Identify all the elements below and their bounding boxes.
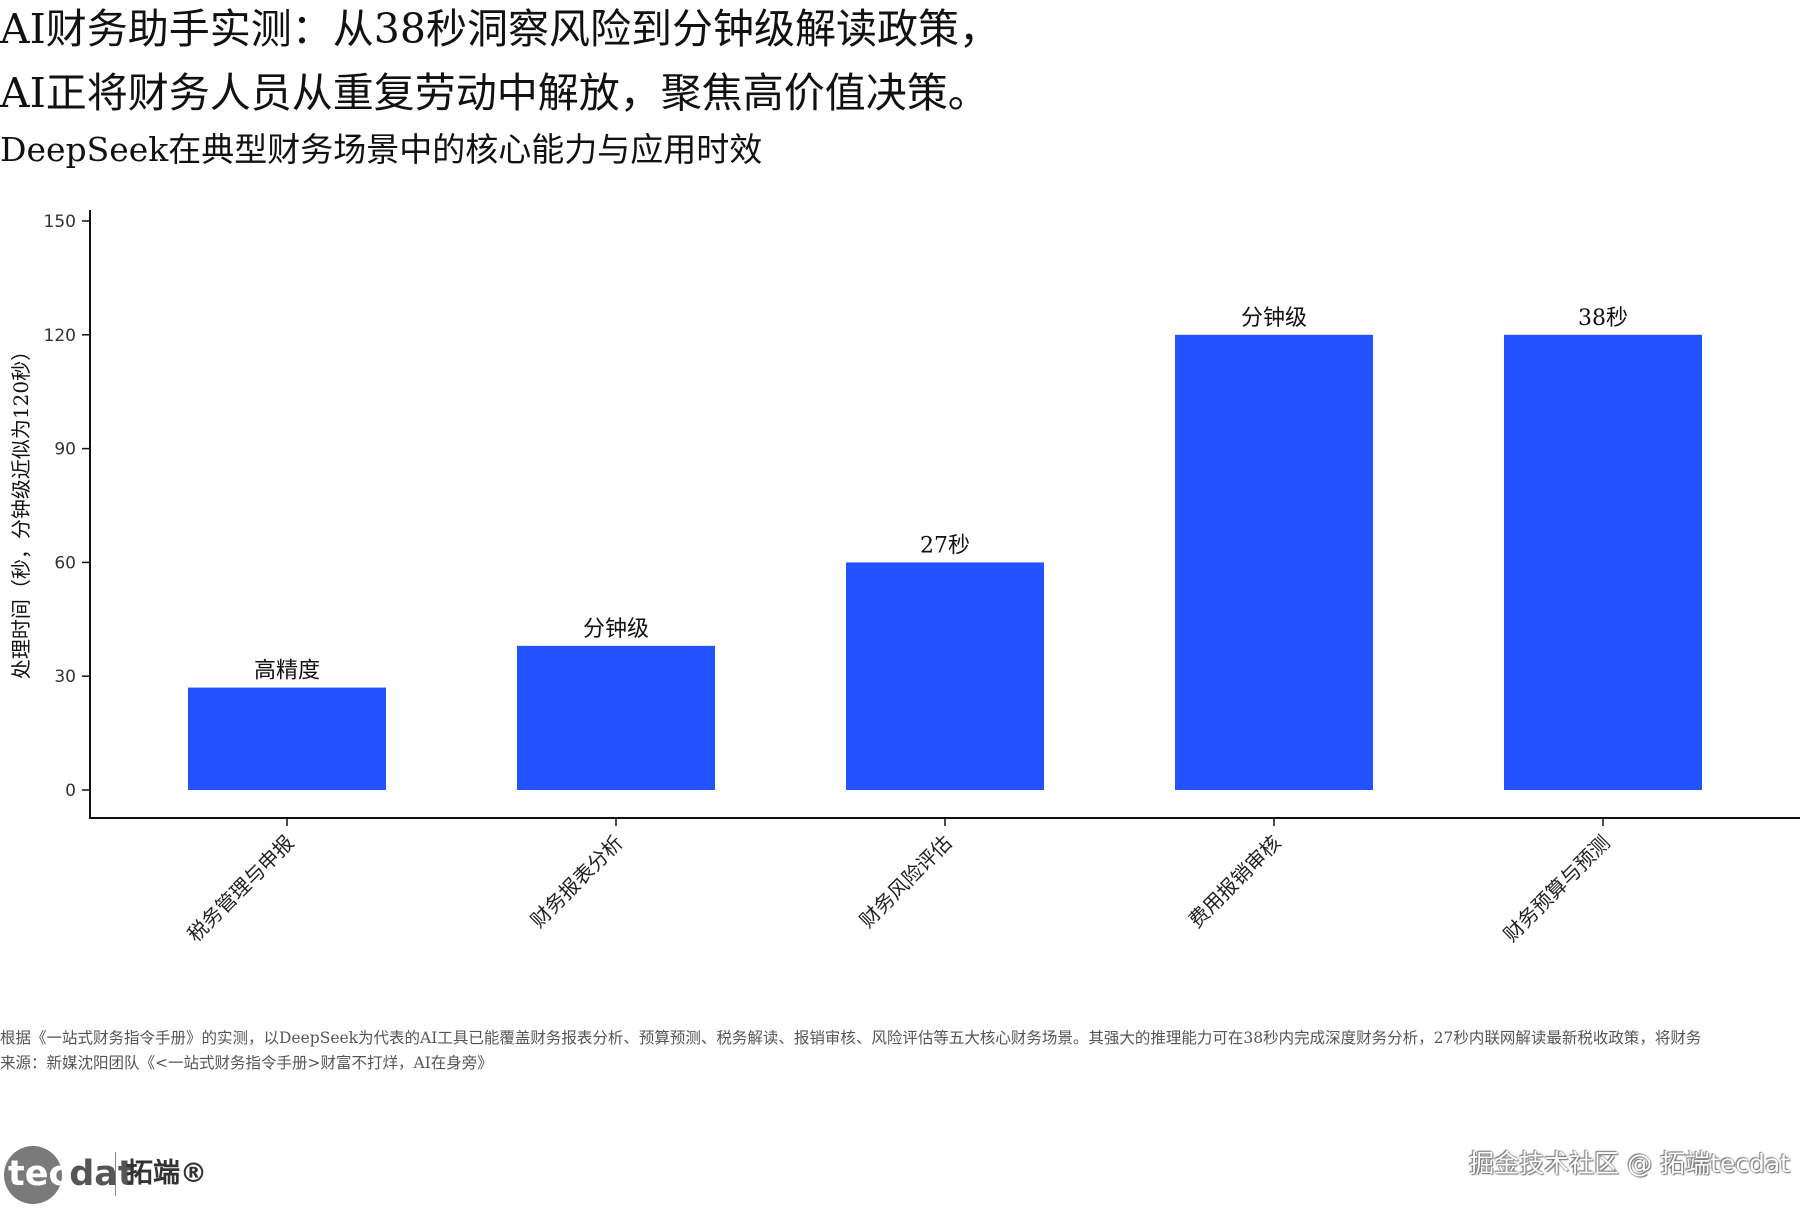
logo-chinese-name: 拓端® — [126, 1158, 207, 1189]
data-label: 分钟级 — [1241, 306, 1307, 331]
category-label: 费用报销审核 — [1184, 831, 1286, 933]
title-line-2: AI正将财务人员从重复劳动中解放，聚焦高价值决策。 — [0, 69, 989, 117]
title-line-1: AI财务助手实测：从38秒洞察风险到分钟级解读政策， — [0, 5, 1000, 53]
logo-wordmark: tecdat — [8, 1150, 135, 1198]
bar — [1504, 334, 1702, 790]
y-tick-label: 150 — [44, 212, 76, 232]
bar-chart: 0 30 60 90 120 150 处理时间（秒，分钟级近似为120秒） 高精度税务管理与申… — [9, 210, 1800, 947]
logo-tec: tec — [8, 1154, 70, 1194]
logo-divider — [115, 1152, 116, 1196]
bar — [517, 645, 715, 790]
bar — [1175, 334, 1373, 790]
category-label: 财务报表分析 — [526, 831, 628, 933]
logo-circle-icon — [4, 1146, 62, 1204]
chart-note: 根据《一站式财务指令手册》的实测，以DeepSeek为代表的AI工具已能覆盖财务… — [0, 1029, 1702, 1047]
y-axis-label: 处理时间（秒，分钟级近似为120秒） — [9, 341, 33, 679]
data-label: 高精度 — [254, 659, 320, 684]
data-label: 38秒 — [1578, 306, 1628, 331]
data-label: 分钟级 — [583, 617, 649, 642]
y-tick-label: 120 — [44, 326, 76, 346]
y-tick-label: 90 — [54, 440, 76, 460]
category-label: 税务管理与申报 — [183, 831, 299, 947]
y-tick-label: 0 — [65, 781, 76, 801]
watermark: 掘金技术社区 @ 拓端tecdat — [1469, 1149, 1790, 1178]
y-tick-label: 60 — [54, 553, 76, 573]
category-label: 财务预算与预测 — [1499, 831, 1615, 947]
chart-subtitle: DeepSeek在典型财务场景中的核心能力与应用时效 — [0, 130, 763, 169]
data-label: 27秒 — [920, 533, 970, 558]
y-tick-label: 30 — [54, 667, 76, 687]
bar — [846, 562, 1044, 790]
chart-source: 来源：新媒沈阳团队《<一站式财务指令手册>财富不打烊，AI在身旁》 — [0, 1054, 493, 1072]
logo-dat: dat — [69, 1154, 135, 1194]
category-label: 财务风险评估 — [855, 831, 957, 933]
tecdat-logo: tecdat 拓端® — [4, 1142, 224, 1206]
bar — [188, 687, 386, 790]
